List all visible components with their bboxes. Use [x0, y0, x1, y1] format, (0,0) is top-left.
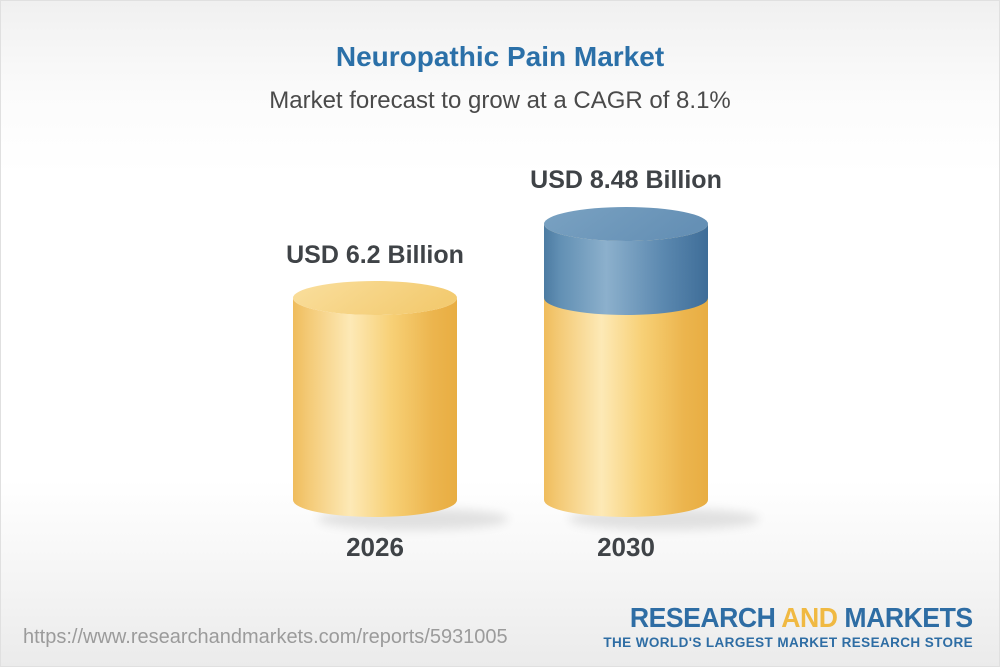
chart-subtitle: Market forecast to grow at a CAGR of 8.1… [269, 87, 731, 114]
brand-word-research: RESEARCH [630, 602, 776, 633]
x-axis-label-2026: 2026 [346, 532, 404, 562]
bar-cylinder-2030-graphic [544, 207, 760, 530]
bar-cylinder-2026-graphic [293, 281, 509, 530]
brand-tagline: THE WORLD'S LARGEST MARKET RESEARCH STOR… [603, 634, 973, 650]
brand-logo: RESEARCH AND MARKETS THE WORLD'S LARGEST… [603, 602, 974, 650]
bar-value-label-2026: USD 6.2 Billion [286, 241, 464, 269]
chart-title: Neuropathic Pain Market [335, 41, 665, 72]
brand-word-and: AND [781, 602, 839, 633]
x-axis-label-2030: 2030 [597, 532, 655, 562]
bar-value-label-2030: USD 8.48 Billion [530, 166, 722, 194]
report-url: https://www.researchandmarkets.com/repor… [23, 626, 508, 648]
brand-word-markets: MARKETS [844, 602, 974, 633]
brand-logo-wordmark: RESEARCH AND MARKETS [622, 602, 974, 634]
